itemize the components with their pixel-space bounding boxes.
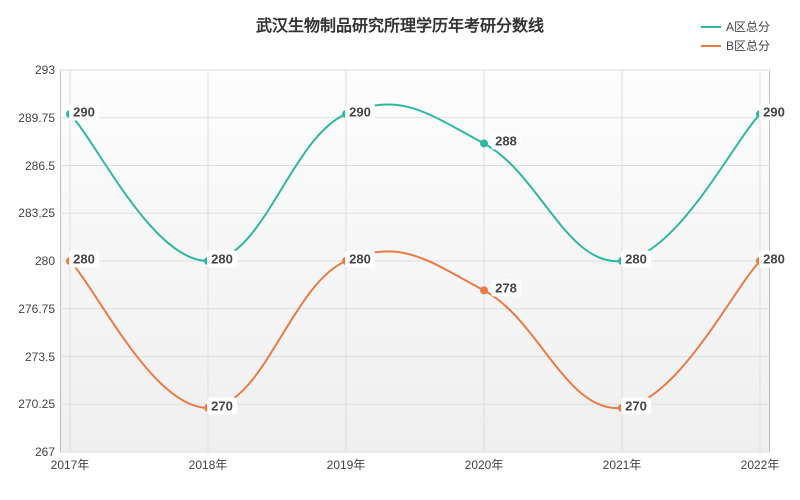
legend-swatch xyxy=(701,45,721,47)
y-tick-label: 286.5 xyxy=(5,159,55,173)
legend-label: A区总分 xyxy=(726,18,770,35)
data-label: 290 xyxy=(69,104,99,121)
y-tick-label: 283.25 xyxy=(5,206,55,220)
data-label: 290 xyxy=(345,104,375,121)
y-tick-label: 267 xyxy=(5,445,55,459)
y-tick-label: 276.75 xyxy=(5,302,55,316)
plot-area xyxy=(60,60,770,470)
x-tick-label: 2021年 xyxy=(603,456,642,473)
x-tick-label: 2020年 xyxy=(465,456,504,473)
legend-swatch xyxy=(701,26,721,28)
data-label: 280 xyxy=(207,251,237,268)
legend: A区总分 B区总分 xyxy=(701,18,770,56)
y-tick-label: 270.25 xyxy=(5,397,55,411)
x-tick-label: 2017年 xyxy=(51,456,90,473)
data-label: 280 xyxy=(759,251,789,268)
legend-item: B区总分 xyxy=(701,37,770,54)
x-tick-label: 2022年 xyxy=(741,456,780,473)
y-tick-label: 293 xyxy=(5,63,55,77)
x-tick-label: 2018年 xyxy=(189,456,228,473)
data-label: 288 xyxy=(491,133,521,150)
legend-label: B区总分 xyxy=(726,37,770,54)
data-label: 270 xyxy=(207,397,237,414)
legend-item: A区总分 xyxy=(701,18,770,35)
data-label: 280 xyxy=(69,251,99,268)
y-tick-label: 280 xyxy=(5,254,55,268)
data-label: 280 xyxy=(345,251,375,268)
data-label: 278 xyxy=(491,280,521,297)
y-tick-label: 273.5 xyxy=(5,350,55,364)
chart-title: 武汉生物制品研究所理学历年考研分数线 xyxy=(0,12,800,36)
data-label: 280 xyxy=(621,251,651,268)
chart-container: 武汉生物制品研究所理学历年考研分数线 A区总分 B区总分 267 270.25 273… xyxy=(0,0,800,500)
data-label: 290 xyxy=(759,104,789,121)
y-tick-label: 289.75 xyxy=(5,111,55,125)
data-label: 270 xyxy=(621,397,651,414)
x-tick-label: 2019年 xyxy=(327,456,366,473)
